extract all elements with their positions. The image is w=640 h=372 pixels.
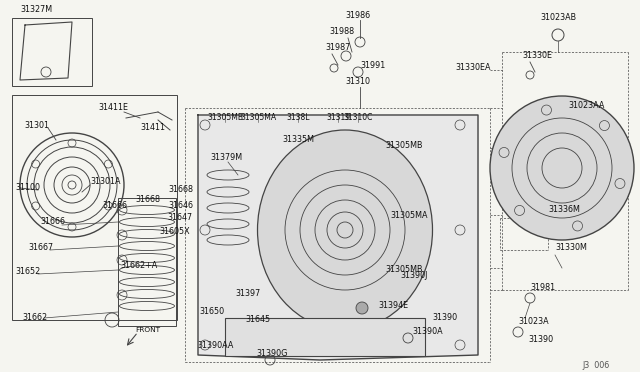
Text: 31991: 31991: [360, 61, 385, 70]
Text: 31305MB: 31305MB: [385, 266, 422, 275]
Text: J3  006: J3 006: [583, 360, 610, 369]
Text: 31327M: 31327M: [20, 6, 52, 15]
Ellipse shape: [257, 130, 433, 330]
Text: 31645: 31645: [245, 315, 271, 324]
Polygon shape: [198, 115, 478, 360]
Text: 31988: 31988: [330, 28, 355, 36]
Text: 31397: 31397: [236, 289, 260, 298]
Text: 31987: 31987: [325, 44, 350, 52]
Text: 31379M: 31379M: [210, 154, 242, 163]
Text: 31319: 31319: [326, 113, 350, 122]
Text: 31305MB: 31305MB: [207, 113, 243, 122]
Text: 31662+A: 31662+A: [120, 260, 157, 269]
Text: 31390: 31390: [432, 314, 457, 323]
Bar: [118, 198, 176, 326]
Text: 31390G: 31390G: [256, 350, 288, 359]
Text: 31668: 31668: [168, 186, 193, 195]
Text: 31336M: 31336M: [548, 205, 580, 215]
Text: 31310C: 31310C: [343, 113, 372, 122]
Circle shape: [356, 302, 368, 314]
Text: 31986: 31986: [346, 10, 371, 19]
Text: 31662: 31662: [22, 314, 47, 323]
Text: 31667: 31667: [28, 244, 53, 253]
Text: 31305MB: 31305MB: [385, 141, 422, 150]
Text: 31981: 31981: [530, 283, 555, 292]
Text: 31330E: 31330E: [522, 51, 552, 61]
Text: 31647: 31647: [168, 214, 193, 222]
Text: 31100: 31100: [15, 183, 40, 192]
Text: 31650: 31650: [200, 308, 225, 317]
Text: 31646: 31646: [168, 201, 193, 209]
Bar: [12, 95, 177, 320]
Text: 31390: 31390: [528, 336, 553, 344]
Text: 31335M: 31335M: [282, 135, 314, 144]
Text: 31023AB: 31023AB: [540, 13, 576, 22]
Text: 31668: 31668: [136, 196, 161, 205]
Bar: [225, 318, 425, 356]
Text: 31310: 31310: [346, 77, 371, 87]
Text: 31301A: 31301A: [90, 177, 120, 186]
Text: 31390J: 31390J: [400, 270, 428, 279]
Text: 31394E: 31394E: [378, 301, 408, 310]
Text: 31301: 31301: [24, 122, 49, 131]
Text: 3138L: 3138L: [286, 113, 310, 122]
Text: 31411: 31411: [140, 124, 165, 132]
Text: 31666: 31666: [102, 201, 127, 209]
Text: 31390A: 31390A: [412, 327, 443, 337]
Text: 31666: 31666: [40, 218, 65, 227]
Text: FRONT: FRONT: [136, 327, 161, 333]
Bar: [12, 18, 92, 86]
Text: 31605X: 31605X: [159, 228, 190, 237]
Text: 31652: 31652: [15, 267, 40, 276]
Text: 31023A: 31023A: [518, 317, 548, 327]
Text: 31305MA: 31305MA: [240, 113, 276, 122]
Circle shape: [490, 96, 634, 240]
Text: 31023AA: 31023AA: [568, 100, 604, 109]
Text: 31411E: 31411E: [98, 103, 128, 112]
Text: 31330M: 31330M: [555, 244, 587, 253]
Text: 31330EA: 31330EA: [455, 64, 490, 73]
Text: 31305MA: 31305MA: [390, 211, 428, 219]
Text: 31390AA: 31390AA: [198, 340, 234, 350]
